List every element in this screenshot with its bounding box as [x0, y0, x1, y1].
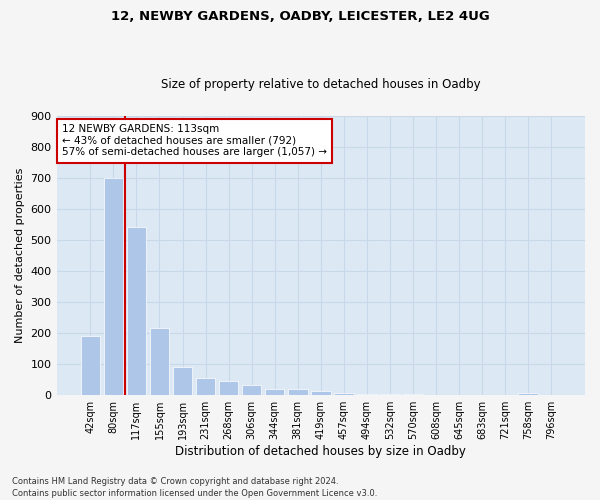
Y-axis label: Number of detached properties: Number of detached properties — [15, 168, 25, 343]
Bar — [334, 393, 353, 394]
Bar — [265, 389, 284, 394]
Bar — [518, 393, 538, 394]
Bar — [219, 381, 238, 394]
Bar — [80, 336, 100, 394]
Bar — [196, 378, 215, 394]
Text: Contains HM Land Registry data © Crown copyright and database right 2024.
Contai: Contains HM Land Registry data © Crown c… — [12, 476, 377, 498]
Bar — [127, 228, 146, 394]
Text: 12 NEWBY GARDENS: 113sqm
← 43% of detached houses are smaller (792)
57% of semi-: 12 NEWBY GARDENS: 113sqm ← 43% of detach… — [62, 124, 327, 158]
Bar — [288, 390, 308, 394]
Bar — [173, 367, 193, 394]
Bar — [104, 178, 123, 394]
X-axis label: Distribution of detached houses by size in Oadby: Distribution of detached houses by size … — [175, 444, 466, 458]
Bar — [149, 328, 169, 394]
Bar — [311, 391, 331, 394]
Text: 12, NEWBY GARDENS, OADBY, LEICESTER, LE2 4UG: 12, NEWBY GARDENS, OADBY, LEICESTER, LE2… — [110, 10, 490, 23]
Title: Size of property relative to detached houses in Oadby: Size of property relative to detached ho… — [161, 78, 481, 91]
Bar — [242, 386, 262, 394]
